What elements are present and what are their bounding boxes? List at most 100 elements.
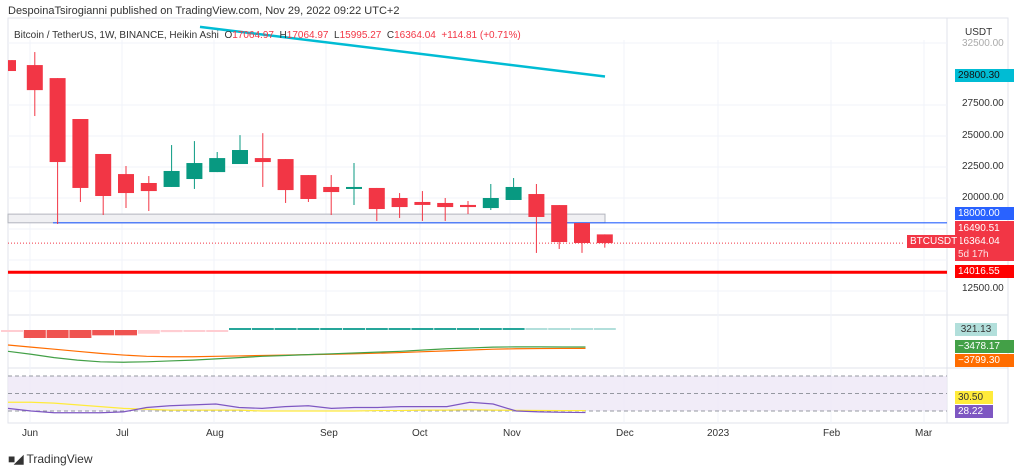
last-price-tag: 16490.51 16364.04 5d 17h	[955, 221, 1014, 261]
x-tick: Nov	[503, 428, 521, 439]
candle-body	[528, 194, 545, 217]
symbol-tag: BTCUSDT	[907, 235, 961, 248]
histogram-bar	[411, 328, 434, 330]
high-label: H	[279, 30, 287, 41]
rsi-ma-line	[8, 401, 586, 412]
x-tick: 2023	[707, 428, 730, 439]
last-price-value: 16364.04	[958, 236, 1000, 247]
candle-body	[391, 198, 408, 208]
x-tick: Dec	[616, 428, 634, 439]
histogram-bar	[1, 330, 23, 332]
candle-body	[232, 150, 248, 165]
high-level-value: 16490.51	[958, 223, 1000, 234]
histogram-bar	[502, 328, 525, 330]
x-tick: Oct	[412, 428, 428, 439]
x-tick: Aug	[206, 428, 224, 439]
bar-countdown: 5d 17h	[958, 249, 989, 260]
x-tick: Sep	[320, 428, 338, 439]
histogram-bar	[183, 330, 206, 332]
candle-body	[163, 170, 180, 187]
open-value: 17064.97	[232, 30, 274, 41]
candle-body	[346, 186, 362, 189]
candle-body	[482, 198, 499, 209]
support-red-tag: 14016.55	[955, 265, 1014, 278]
support-blue-tag: 18000.00	[955, 207, 1014, 220]
histogram-bar	[92, 330, 115, 336]
candle-body	[49, 78, 66, 163]
change-value: +114.81 (+0.71%)	[441, 30, 521, 41]
candle-body	[551, 205, 568, 243]
candle-body	[72, 119, 89, 188]
histogram-bar	[457, 328, 479, 330]
candle-body	[26, 65, 43, 91]
rsi-tag: 28.22	[955, 405, 993, 418]
close-label: C	[386, 30, 395, 41]
histogram-bar	[320, 328, 343, 330]
low-label: L	[334, 30, 340, 41]
candle-body	[254, 158, 271, 163]
candle-body	[368, 187, 385, 210]
price-tick: 12500.00	[962, 283, 1004, 294]
histogram-bar	[274, 328, 297, 330]
candle-body	[277, 159, 294, 191]
histogram-bar	[23, 330, 46, 338]
candle-body	[574, 223, 590, 244]
histogram-bar	[525, 328, 548, 330]
histogram-bar	[251, 328, 274, 330]
rsi-line	[7, 401, 586, 414]
candle-body	[118, 174, 134, 194]
histogram-bar	[69, 330, 92, 338]
trendline	[199, 25, 606, 78]
price-tick: 25000.00	[962, 130, 1004, 141]
histogram-bar	[434, 328, 457, 330]
brand-name: TradingView	[26, 452, 93, 466]
signal-tag: −3799.30	[955, 354, 1014, 367]
histogram-bar	[137, 330, 160, 334]
price-tick: 22500.00	[962, 161, 1004, 172]
histogram-tag: 321.13	[955, 323, 997, 336]
currency-label: USDT	[965, 27, 993, 38]
price-tick: 27500.00	[962, 98, 1004, 109]
candle-body	[95, 153, 112, 197]
candle-body	[186, 163, 203, 180]
tradingview-logo-icon: ■◢	[8, 452, 24, 466]
high-value: 17064.97	[286, 30, 329, 41]
x-tick: Mar	[915, 428, 933, 439]
histogram-bar	[571, 328, 593, 330]
close-value: 16364.04	[394, 30, 436, 41]
histogram-bar	[229, 328, 251, 330]
tradingview-footer[interactable]: ■◢ TradingView	[8, 452, 93, 466]
symbol-legend: Bitcoin / TetherUS, 1W, BINANCE, Heikin …	[14, 30, 521, 41]
histogram-bar	[388, 328, 411, 330]
macd-tag: −3478.17	[955, 340, 1014, 353]
x-tick: Jun	[22, 428, 39, 439]
symbol-title: Bitcoin / TetherUS, 1W, BINANCE, Heikin …	[14, 30, 219, 41]
candle-body	[505, 186, 522, 200]
histogram-bar	[160, 330, 183, 333]
candle-body	[140, 182, 157, 192]
macd-line	[7, 346, 586, 363]
histogram-bar	[206, 330, 229, 332]
candle-body	[414, 201, 431, 205]
candle-body	[300, 175, 317, 199]
histogram-bar	[593, 328, 616, 330]
price-tick: 20000.00	[962, 192, 1004, 203]
histogram-bar	[115, 330, 137, 336]
price-tick: 32500.00	[962, 38, 1004, 49]
trendline-price-tag: 29800.30	[955, 69, 1014, 82]
publisher-line: DespoinaTsirogianni published on Trading…	[8, 5, 400, 17]
x-tick: Jul	[116, 428, 129, 439]
histogram-bar	[365, 328, 388, 330]
x-tick: Feb	[823, 428, 841, 439]
histogram-bar	[343, 328, 365, 330]
candle-body	[209, 158, 226, 173]
support-zone	[7, 213, 606, 224]
candle-body	[437, 202, 454, 208]
candle-body	[323, 186, 340, 193]
histogram-bar	[479, 328, 502, 330]
rsi-ma-tag: 30.50	[955, 391, 993, 404]
histogram-bar	[46, 330, 69, 338]
candle-body	[596, 234, 613, 244]
